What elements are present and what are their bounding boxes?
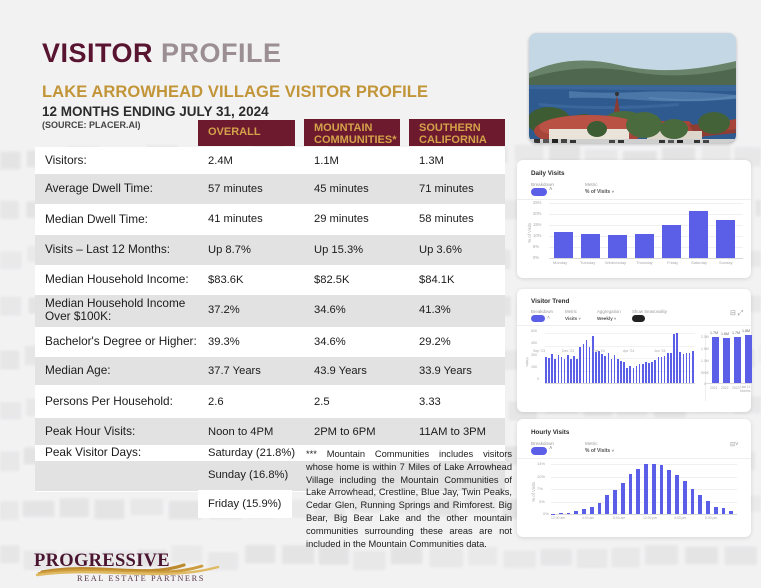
svg-text:REAL ESTATE PARTNERS: REAL ESTATE PARTNERS bbox=[77, 574, 205, 583]
